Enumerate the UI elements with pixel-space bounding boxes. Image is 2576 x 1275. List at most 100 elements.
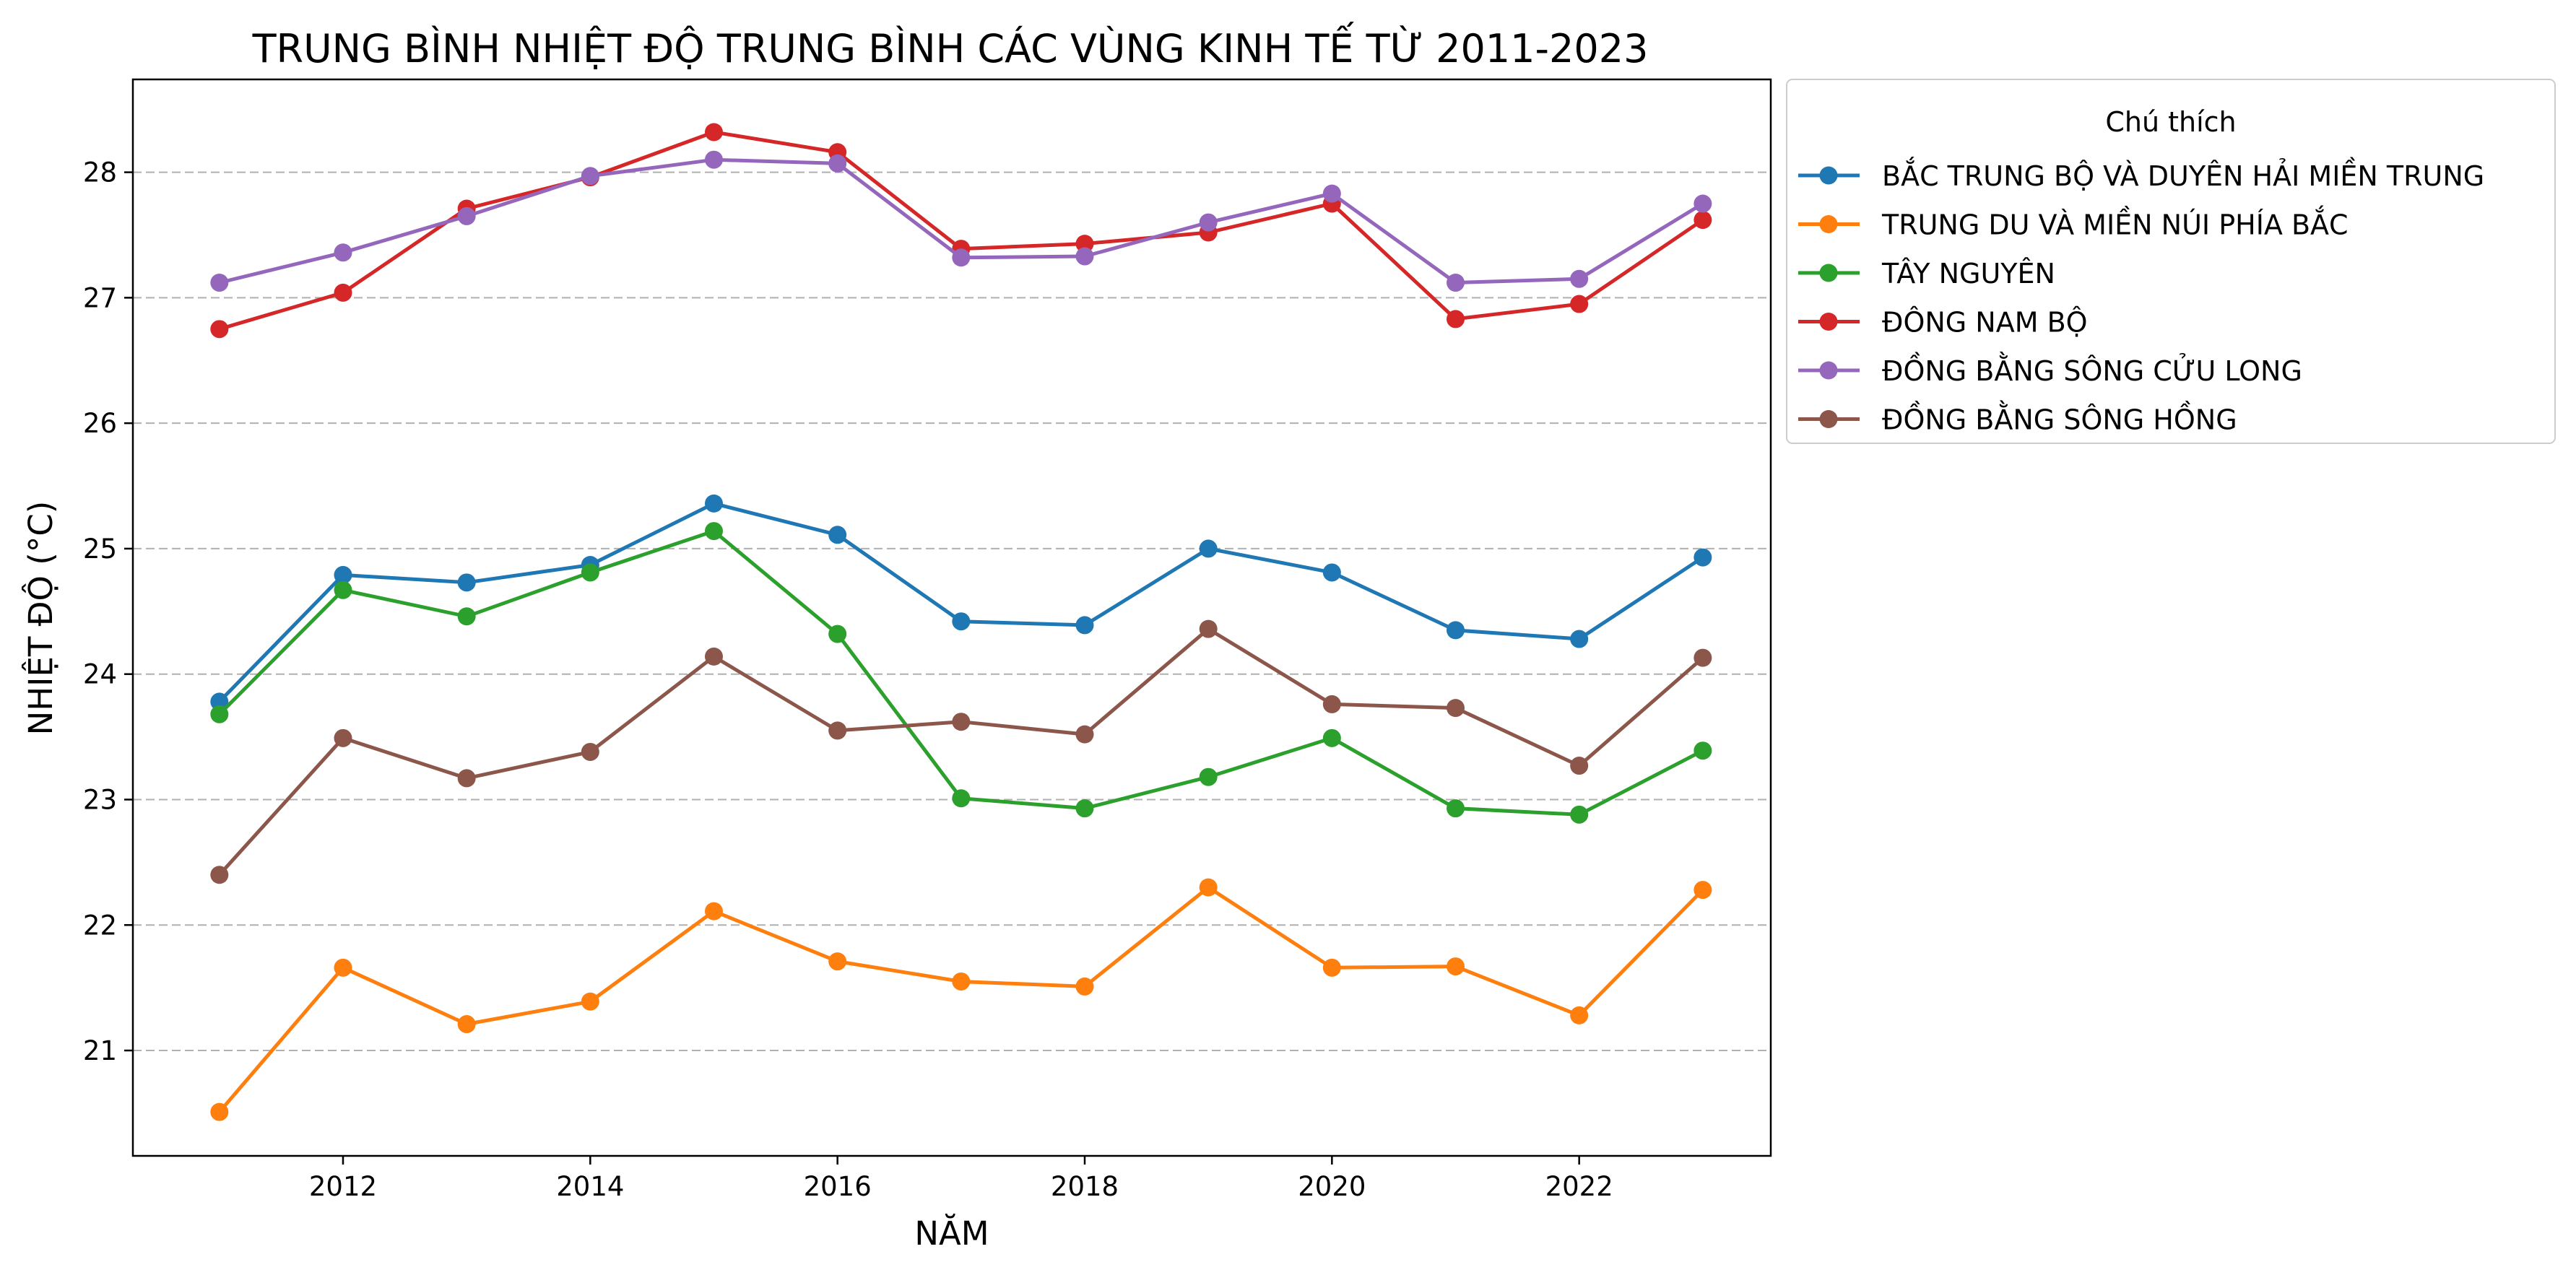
data-point <box>1694 211 1712 230</box>
data-point <box>1447 799 1465 818</box>
series-2 <box>210 878 1712 1121</box>
data-point <box>581 167 599 186</box>
legend-marker <box>1819 264 1838 282</box>
data-point <box>210 320 229 339</box>
gridlines <box>133 171 1771 1052</box>
data-point <box>952 972 971 991</box>
y-tick-label: 23 <box>83 784 117 815</box>
data-point <box>1447 699 1465 718</box>
x-tick-label: 2020 <box>1298 1171 1366 1202</box>
data-point <box>828 625 847 643</box>
data-point <box>1447 621 1465 640</box>
data-point <box>952 248 971 267</box>
data-point <box>1322 184 1341 203</box>
data-point <box>1199 213 1218 232</box>
y-axis-label: NHIỆT ĐỘ (°C) <box>22 501 60 736</box>
plot-series <box>210 123 1712 1121</box>
data-point <box>828 952 847 971</box>
series-3 <box>210 522 1712 824</box>
legend-marker <box>1819 215 1838 233</box>
data-point <box>1447 310 1465 328</box>
legend-marker <box>1819 410 1838 428</box>
data-point <box>457 607 476 626</box>
legend-entry-label: ĐỒNG BẰNG SÔNG HỒNG <box>1882 401 2237 436</box>
data-point <box>704 522 723 541</box>
data-point <box>457 206 476 225</box>
data-point <box>1322 958 1341 977</box>
series-6 <box>210 619 1712 884</box>
data-point <box>704 494 723 513</box>
legend-box <box>1786 79 2556 444</box>
y-tick-label: 22 <box>83 910 117 941</box>
data-point <box>1075 799 1094 818</box>
legend-entry-label: TÂY NGUYÊN <box>1881 258 2055 290</box>
data-point <box>1694 648 1712 667</box>
data-point <box>1694 741 1712 760</box>
series-5 <box>210 150 1712 292</box>
data-point <box>1199 878 1218 897</box>
x-tick-label: 2014 <box>556 1171 624 1202</box>
y-tick-label: 28 <box>83 157 117 188</box>
data-point <box>334 580 352 599</box>
x-tick-label: 2016 <box>804 1171 872 1202</box>
x-axis-label: NĂM <box>914 1214 989 1253</box>
data-point <box>1199 539 1218 558</box>
data-point <box>334 565 352 584</box>
data-point <box>704 123 723 142</box>
data-point <box>1322 695 1341 713</box>
data-point <box>704 902 723 921</box>
data-point <box>1570 295 1589 313</box>
data-point <box>581 563 599 582</box>
legend-entry-label: TRUNG DU VÀ MIỀN NÚI PHÍA BẮC <box>1881 206 2349 241</box>
data-point <box>704 647 723 666</box>
data-point <box>581 742 599 761</box>
data-point <box>1570 757 1589 775</box>
data-point <box>828 526 847 544</box>
data-point <box>1075 616 1094 635</box>
data-point <box>457 573 476 592</box>
legend-marker <box>1819 313 1838 331</box>
data-point <box>1570 630 1589 648</box>
legend-entry-label: BẮC TRUNG BỘ VÀ DUYÊN HẢI MIỀN TRUNG <box>1882 157 2484 192</box>
axis-ticks: 21 22 23 24 25 26 27 28 2012 2014 2016 2018 2020 2022 <box>83 157 1613 1202</box>
data-point <box>334 283 352 302</box>
data-point <box>457 769 476 788</box>
y-tick-label: 24 <box>83 659 117 690</box>
legend-entry-label: ĐÔNG NAM BỘ <box>1882 307 2088 339</box>
data-point <box>1075 977 1094 996</box>
legend-marker <box>1819 361 1838 380</box>
data-point <box>1570 269 1589 288</box>
data-point <box>1075 247 1094 266</box>
data-point <box>704 150 723 169</box>
data-point <box>1694 194 1712 213</box>
data-point <box>952 789 971 808</box>
data-point <box>210 692 229 711</box>
data-point <box>1694 881 1712 900</box>
data-point <box>334 243 352 262</box>
data-point <box>1570 805 1589 824</box>
data-point <box>1447 274 1465 292</box>
data-point <box>1322 728 1341 747</box>
data-point <box>952 612 971 631</box>
data-point <box>210 1102 229 1121</box>
data-point <box>952 713 971 731</box>
plot-frame <box>131 78 1772 1157</box>
data-point <box>1199 619 1218 638</box>
x-tick-label: 2018 <box>1051 1171 1119 1202</box>
chart-title: TRUNG BÌNH NHIỆT ĐỘ TRUNG BÌNH CÁC VÙNG … <box>252 22 1649 71</box>
data-point <box>828 154 847 173</box>
data-point <box>1322 563 1341 582</box>
data-point <box>828 721 847 740</box>
y-tick-label: 21 <box>83 1035 117 1066</box>
legend: Chú thích BẮC TRUNG BỘ VÀ DUYÊN HẢI MIỀN… <box>1786 79 2556 444</box>
data-point <box>210 866 229 884</box>
data-point <box>581 992 599 1011</box>
data-point <box>210 705 229 723</box>
y-tick-label: 25 <box>83 534 117 565</box>
legend-entry-label: ĐỒNG BẰNG SÔNG CỬU LONG <box>1882 352 2302 387</box>
data-point <box>210 274 229 292</box>
x-tick-label: 2022 <box>1545 1171 1613 1202</box>
data-point <box>1570 1006 1589 1024</box>
data-point <box>1075 725 1094 744</box>
